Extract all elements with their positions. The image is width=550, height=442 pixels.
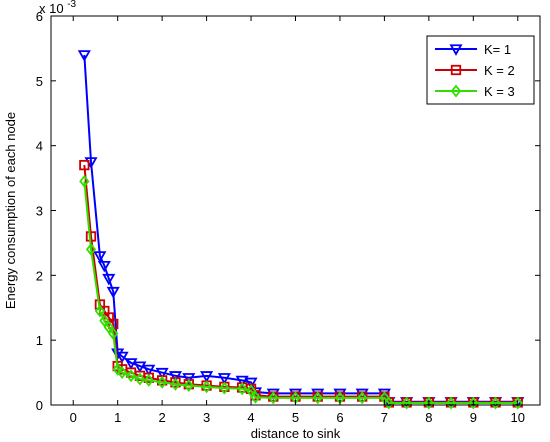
y-exponent-power: -3 (67, 0, 76, 10)
x-tick-label: 5 (292, 410, 299, 425)
series-layer (77, 50, 525, 410)
data-point (244, 377, 258, 390)
ticks-layer: 0 1 2 3 4 5 6 7 8 9 10 0 1 2 3 4 5 6 (36, 9, 540, 425)
data-point (355, 388, 369, 401)
data-point (77, 50, 91, 62)
data-point (468, 396, 479, 410)
data-point (245, 384, 257, 398)
data-point (250, 390, 261, 404)
x-tick-label: 9 (470, 410, 477, 425)
data-point (93, 251, 107, 263)
data-point (143, 372, 154, 383)
data-point (79, 159, 90, 171)
data-point (512, 396, 523, 410)
y-tick-label: 6 (36, 9, 43, 24)
y-exponent-label: x 10 -3 (39, 0, 77, 16)
data-point (142, 364, 156, 377)
data-point (103, 320, 114, 334)
legend-item: K= 1 (435, 42, 511, 57)
data-point (155, 367, 169, 380)
data-point (450, 84, 462, 98)
y-tick-label: 2 (36, 268, 43, 283)
data-point (217, 373, 231, 385)
data-point (94, 304, 106, 318)
data-point (237, 382, 248, 396)
legend: K= 1 K = 2 K = 3 (426, 35, 535, 105)
data-point (115, 351, 129, 364)
y-axis-label: Energy consumption of each node (3, 112, 18, 309)
y-tick-label: 0 (36, 398, 43, 413)
x-tick-label: 2 (159, 410, 166, 425)
data-point (168, 371, 183, 383)
series-line (83, 165, 518, 404)
data-point (183, 379, 194, 392)
y-tick-label: 4 (36, 139, 43, 154)
data-point (133, 361, 147, 373)
legend-item: K = 2 (435, 63, 515, 78)
y-tick-label: 1 (36, 333, 43, 348)
x-axis-label: distance to sink (251, 426, 341, 441)
data-point (266, 388, 280, 401)
x-tick-label: 0 (70, 410, 77, 425)
data-point (268, 391, 279, 405)
data-point (333, 388, 347, 401)
data-point (170, 377, 181, 391)
data-point (143, 373, 154, 387)
data-point (235, 375, 249, 388)
data-point (156, 375, 168, 389)
y-tick-label: 5 (36, 74, 43, 89)
data-point (288, 388, 303, 401)
y-exponent-base: x 10 (39, 1, 64, 16)
data-point (357, 391, 368, 405)
data-point (490, 396, 501, 410)
data-point (112, 362, 123, 376)
data-point (85, 242, 97, 256)
data-point (102, 273, 116, 286)
legend-label: K = 3 (484, 84, 515, 99)
data-point (377, 388, 391, 401)
x-tick-label: 8 (425, 410, 432, 425)
data-point (125, 369, 137, 383)
x-tick-label: 4 (247, 410, 254, 425)
y-tick-label: 3 (36, 204, 43, 219)
data-point (200, 371, 214, 383)
data-point (97, 260, 111, 273)
data-point (108, 327, 119, 341)
data-point (449, 44, 463, 56)
data-point (116, 366, 128, 380)
data-point (311, 388, 325, 401)
data-point (106, 286, 120, 299)
x-tick-label: 7 (381, 410, 388, 425)
x-tick-label: 3 (203, 410, 210, 425)
x-tick-label: 10 (511, 410, 525, 425)
data-point (124, 358, 138, 370)
data-point (383, 396, 395, 410)
data-point (450, 64, 462, 76)
legend-label: K = 2 (484, 63, 515, 78)
series-line (83, 54, 518, 403)
data-point (99, 314, 110, 328)
data-point (219, 381, 230, 395)
series-3 (79, 174, 523, 410)
x-tick-label: 1 (114, 410, 121, 425)
data-point (182, 373, 196, 385)
data-point (134, 372, 146, 386)
x-tick-label: 6 (336, 410, 343, 425)
data-point (401, 396, 412, 410)
data-point (312, 391, 323, 405)
data-point (79, 174, 90, 188)
legend-item: K = 3 (435, 84, 515, 99)
legend-label: K= 1 (484, 42, 511, 57)
data-point (423, 396, 435, 410)
data-point (445, 396, 457, 410)
data-point (201, 380, 212, 394)
